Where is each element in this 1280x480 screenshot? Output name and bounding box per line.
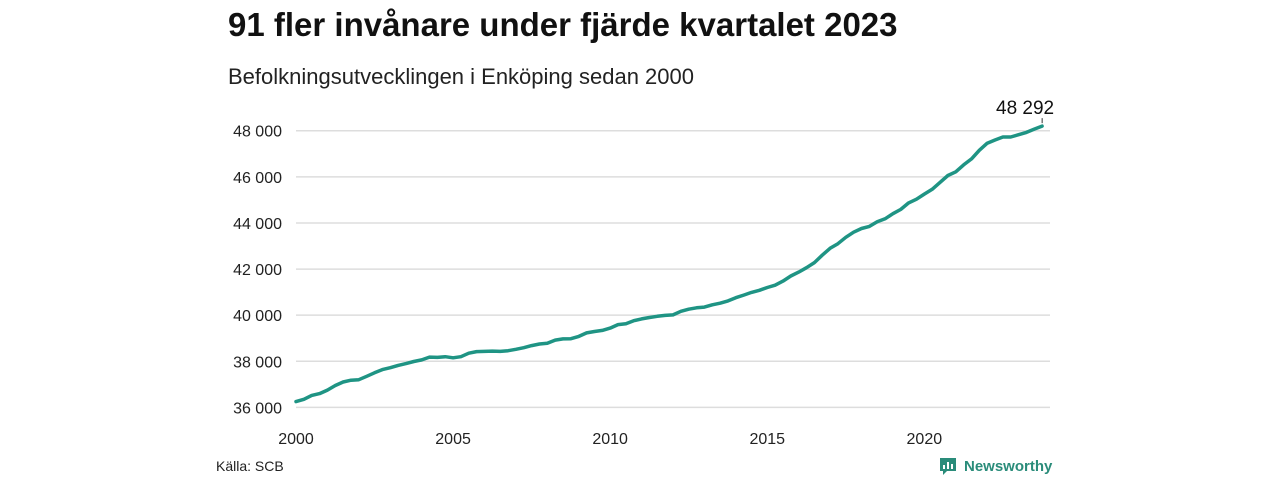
x-tick-label: 2010: [592, 431, 628, 448]
x-tick-label: 2005: [435, 431, 471, 448]
y-tick-label: 48 000: [233, 124, 282, 141]
bar-chart-speech-bubble-icon: [938, 456, 958, 476]
source-note: Källa: SCB: [216, 458, 284, 474]
x-tick-label: 2020: [907, 431, 943, 448]
y-tick-label: 44 000: [233, 216, 282, 233]
series-layer: [294, 124, 1044, 404]
y-tick-label: 38 000: [233, 354, 282, 371]
chart-title: 91 fler invånare under fjärde kvartalet …: [228, 6, 898, 43]
gridlines: [296, 129, 1050, 409]
y-axis-ticks: 36 000 38 000 40 000 42 000 44 000 46 000 48 0…: [233, 124, 282, 418]
brand-logo: Newsworthy: [938, 456, 1052, 476]
brand-name: Newsworthy: [964, 457, 1053, 475]
y-tick-label: 36 000: [233, 400, 282, 417]
y-tick-label: 40 000: [233, 308, 282, 325]
y-tick-label: 46 000: [233, 170, 282, 187]
x-tick-label: 2000: [278, 431, 314, 448]
end-value-label: 48 292: [996, 98, 1054, 119]
x-axis-ticks: 2000 2005 2010 2015 2020: [278, 431, 942, 448]
x-tick-label: 2015: [749, 431, 785, 448]
series-line: [294, 124, 1044, 404]
chart-subtitle: Befolkningsutvecklingen i Enköping sedan…: [228, 64, 694, 89]
y-tick-label: 42 000: [233, 262, 282, 279]
annotation-layer: 48 292: [996, 98, 1054, 124]
